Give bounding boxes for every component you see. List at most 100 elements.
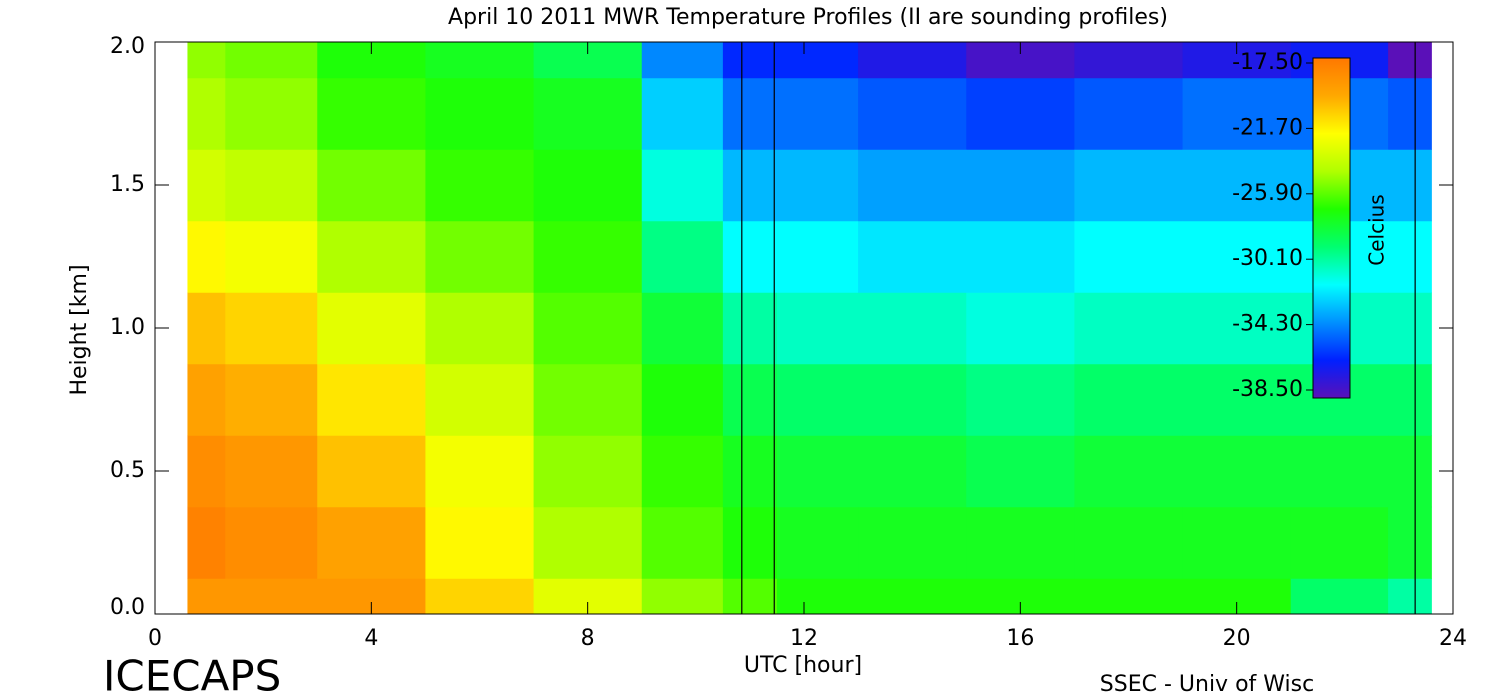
cell: [1388, 220, 1432, 293]
cell: [1182, 220, 1292, 293]
cell: [722, 363, 778, 436]
cell: [533, 506, 643, 579]
cell: [641, 42, 724, 79]
cell: [425, 578, 535, 615]
cell: [641, 435, 724, 508]
chart-title: April 10 2011 MWR Temperature Profiles (…: [448, 5, 1168, 30]
colorbar-tick-label: -17.50: [1232, 50, 1303, 75]
colorbar-tick-label: -34.30: [1232, 312, 1303, 337]
x-tick-label: 12: [790, 626, 818, 651]
colorbar-tick-label: -38.50: [1232, 377, 1303, 402]
cell: [1388, 149, 1432, 222]
cell: [533, 77, 643, 150]
cell: [1388, 77, 1432, 150]
cell: [533, 363, 643, 436]
cell: [225, 220, 318, 293]
cell: [1074, 435, 1184, 508]
x-tick-label: 20: [1223, 626, 1251, 651]
cell: [317, 292, 426, 365]
cell: [1074, 149, 1184, 222]
cell: [722, 149, 778, 222]
cell: [225, 149, 318, 222]
cell: [858, 220, 967, 293]
cell: [1290, 578, 1389, 615]
cell: [225, 363, 318, 436]
cell: [225, 506, 318, 579]
x-tick-label: 4: [364, 626, 378, 651]
cell: [641, 363, 724, 436]
cell: [225, 292, 318, 365]
cell: [187, 292, 226, 365]
cell: [225, 578, 318, 615]
cell: [1182, 77, 1292, 150]
colorbar: [1312, 57, 1351, 399]
cell: [966, 506, 1075, 579]
field: [187, 42, 1432, 615]
y-tick-label: 1.0: [110, 315, 145, 340]
cell: [776, 149, 859, 222]
cell: [641, 77, 724, 150]
cell: [425, 42, 535, 79]
cell: [1290, 435, 1389, 508]
cell: [187, 149, 226, 222]
cell: [722, 77, 778, 150]
cell: [641, 292, 724, 365]
cell: [1388, 42, 1432, 79]
cell: [1388, 363, 1432, 436]
cell: [722, 220, 778, 293]
cell: [317, 435, 426, 508]
y-axis-label: Height [km]: [67, 264, 92, 395]
cell: [1182, 435, 1292, 508]
cell: [966, 220, 1075, 293]
cell: [776, 220, 859, 293]
x-tick-label: 8: [581, 626, 595, 651]
cell: [858, 42, 967, 79]
cell: [317, 363, 426, 436]
cell: [317, 220, 426, 293]
x-axis-label: UTC [hour]: [744, 653, 862, 678]
cell: [1074, 363, 1184, 436]
cell: [187, 42, 226, 79]
x-tick-label: 24: [1439, 626, 1467, 651]
colorbar-tick-label: -30.10: [1232, 246, 1303, 271]
cell: [225, 77, 318, 150]
cell: [187, 435, 226, 508]
cell: [1074, 578, 1184, 615]
cell: [1182, 363, 1292, 436]
cell: [966, 149, 1075, 222]
cell: [858, 578, 967, 615]
cell: [425, 506, 535, 579]
cell: [966, 435, 1075, 508]
cell: [1074, 292, 1184, 365]
cell: [722, 578, 778, 615]
cell: [722, 292, 778, 365]
cell: [776, 506, 859, 579]
cell: [966, 363, 1075, 436]
y-tick-label: 0.0: [110, 595, 145, 620]
cell: [641, 220, 724, 293]
cell: [187, 578, 226, 615]
cell: [641, 506, 724, 579]
colorbar-tick-label: -25.90: [1232, 181, 1303, 206]
cell: [425, 292, 535, 365]
colorbar-label: Celcius: [1365, 194, 1389, 265]
cell: [425, 77, 535, 150]
cell: [1074, 506, 1184, 579]
cell: [225, 435, 318, 508]
cell: [966, 77, 1075, 150]
cell: [1074, 42, 1184, 79]
cell: [225, 42, 318, 79]
cell: [317, 506, 426, 579]
cell: [776, 292, 859, 365]
cell: [722, 435, 778, 508]
cell: [858, 77, 967, 150]
cell: [425, 149, 535, 222]
cell: [533, 435, 643, 508]
cell: [317, 149, 426, 222]
cell: [1182, 506, 1292, 579]
cell: [858, 435, 967, 508]
cell: [776, 77, 859, 150]
cell: [722, 506, 778, 579]
cell: [1388, 435, 1432, 508]
